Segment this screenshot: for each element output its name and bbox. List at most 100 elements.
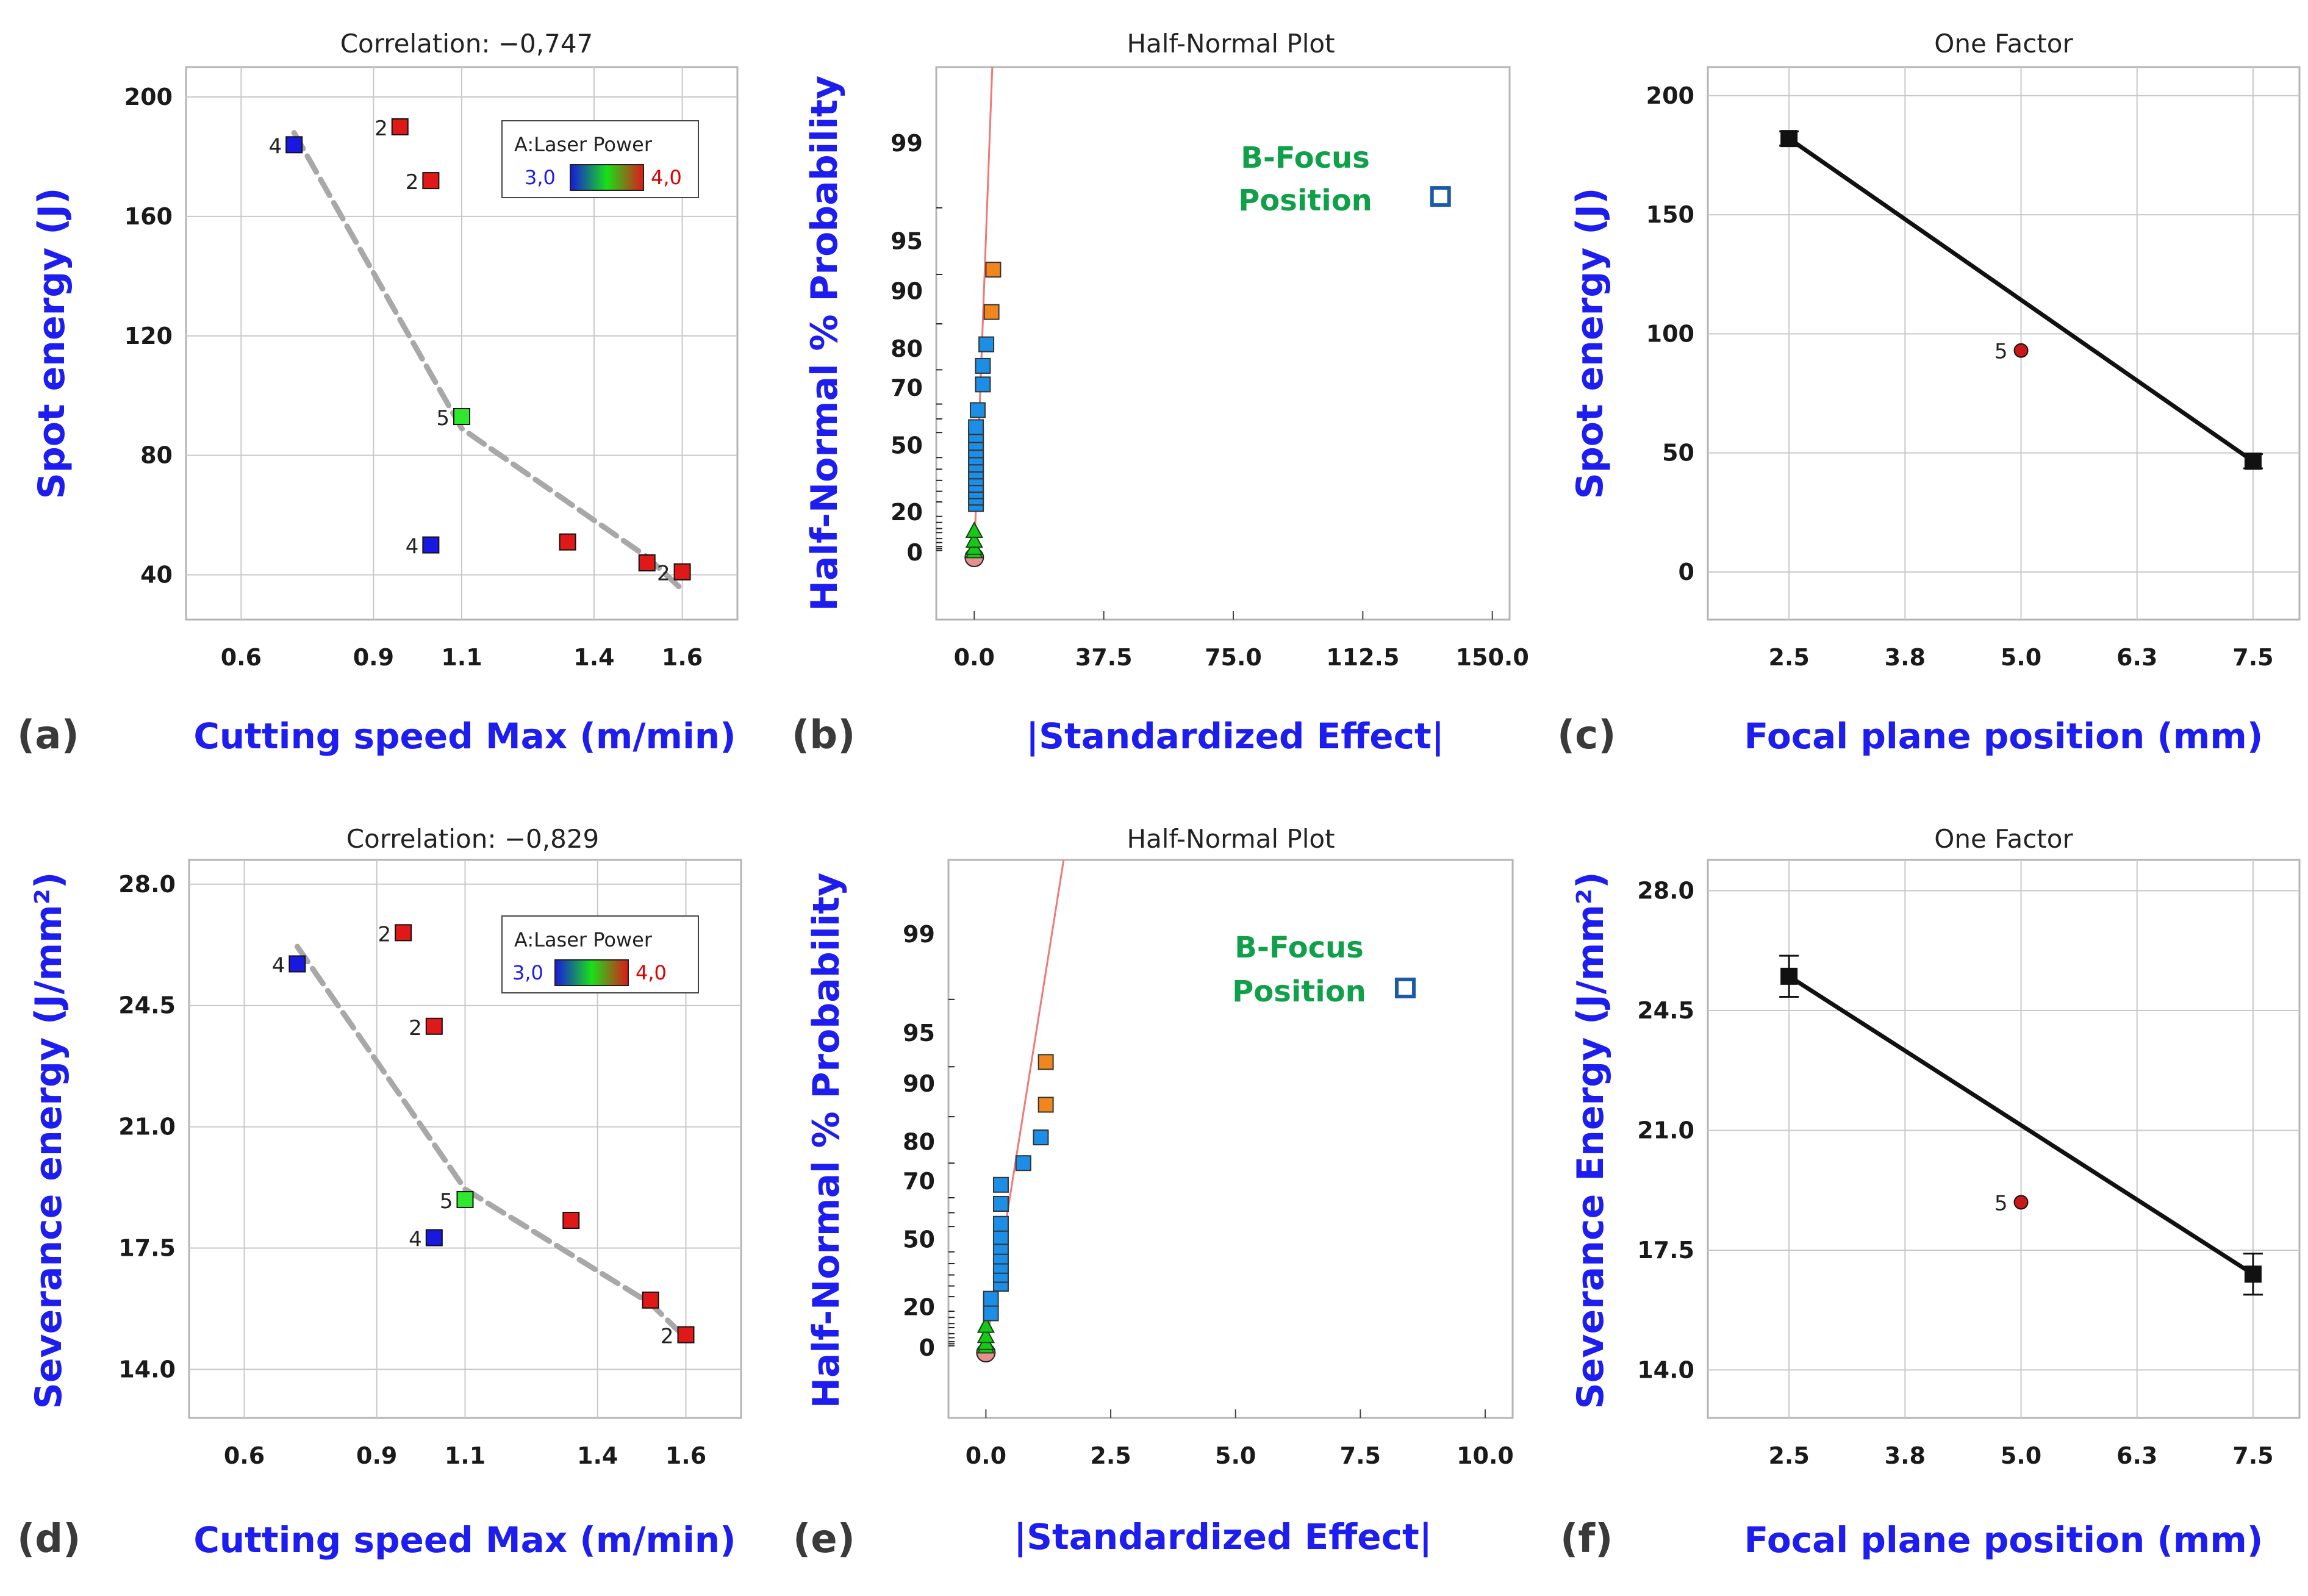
x-tick-label: 5.0 bbox=[1215, 1442, 1256, 1469]
panel-d-legend: A:Laser Power 3,0 4,0 bbox=[501, 915, 699, 993]
x-tick-label: 112.5 bbox=[1326, 644, 1399, 671]
effect-point bbox=[969, 402, 986, 418]
design-point bbox=[2013, 343, 2029, 358]
panel-a-title: Correlation: −0,747 bbox=[340, 29, 593, 59]
x-tick-label: 2.5 bbox=[1090, 1442, 1131, 1469]
y-tick-label: 80 bbox=[140, 442, 173, 469]
x-tick-label: 75.0 bbox=[1205, 644, 1262, 671]
panel-a-label: (a) bbox=[17, 713, 79, 758]
panel-b-y-label: Half-Normal % Probability bbox=[803, 76, 846, 611]
panel-f-label: (f) bbox=[1560, 1517, 1613, 1562]
data-point bbox=[562, 1212, 580, 1229]
panel-b-plot: 0.0 37.5 75.0 112.5 150.0 0 20 50 70 80 90 95 99 bbox=[891, 66, 1529, 671]
effect-point bbox=[985, 262, 1002, 278]
x-tick-label: 7.5 bbox=[2232, 1442, 2273, 1469]
y-tick-label: 20 bbox=[903, 1294, 935, 1320]
error-point bbox=[977, 1326, 995, 1344]
panel-b-label: (b) bbox=[792, 713, 855, 758]
data-point bbox=[288, 955, 306, 973]
panel-d-title: Correlation: −0,829 bbox=[346, 824, 600, 854]
y-tick-label: 21.0 bbox=[118, 1114, 176, 1140]
panel-a-legend: A:Laser Power 3,0 4,0 bbox=[501, 120, 699, 198]
x-tick-label: 6.3 bbox=[2116, 1442, 2157, 1469]
trend-line bbox=[291, 130, 686, 593]
y-tick-label: 40 bbox=[140, 562, 173, 589]
x-tick-label: 1.1 bbox=[445, 1442, 486, 1469]
x-tick-label: 5.0 bbox=[2001, 644, 2041, 671]
y-tick-label: 24.5 bbox=[1637, 997, 1694, 1024]
panel-a: Correlation: −0,747 0.6 0.9 1.1 1.4 1.6 40 80 1… bbox=[17, 29, 739, 758]
data-point bbox=[642, 1291, 659, 1309]
data-point bbox=[425, 1017, 443, 1035]
y-tick-label: 28.0 bbox=[1637, 878, 1694, 904]
x-tick-label: 1.4 bbox=[573, 644, 614, 671]
panel-d-x-label: Cutting speed Max (m/min) bbox=[193, 1519, 736, 1561]
y-tick-label: 200 bbox=[124, 84, 173, 110]
effect-point bbox=[1033, 1129, 1049, 1146]
panel-c: One Factor 2.5 3.8 5.0 6.3 7.50501001502005 … bbox=[1557, 29, 2301, 758]
y-tick-label: 90 bbox=[903, 1070, 935, 1097]
x-tick-label: 10.0 bbox=[1457, 1442, 1514, 1469]
x-tick-label: 3.8 bbox=[1885, 644, 1926, 671]
panel-d-label: (d) bbox=[17, 1517, 81, 1562]
point-count-label: 2 bbox=[409, 1016, 422, 1040]
data-point bbox=[456, 1190, 474, 1208]
point-count-label: 5 bbox=[1994, 340, 2008, 364]
point-count-label: 5 bbox=[440, 1189, 453, 1214]
panel-c-frame bbox=[1707, 66, 2301, 621]
y-tick-label: 20 bbox=[891, 499, 923, 526]
x-tick-label: 2.5 bbox=[1768, 644, 1809, 671]
panel-e-annotation-line-1: B-Focus bbox=[1235, 931, 1364, 965]
x-tick-label: 2.5 bbox=[1768, 1442, 1809, 1469]
effect-point bbox=[983, 1305, 999, 1322]
y-tick-label: 24.5 bbox=[118, 992, 176, 1019]
effect-point bbox=[992, 1176, 1009, 1193]
panel-e-y-label: Half-Normal % Probability bbox=[805, 873, 848, 1408]
effect-point bbox=[992, 1196, 1009, 1212]
y-tick-label: 99 bbox=[903, 921, 935, 948]
panel-b-x-label: |Standardized Effect| bbox=[1026, 715, 1444, 757]
panel-e-plot: 0.0 2.5 5.0 7.5 10.0 0 20 50 70 80 90 95 99 bbox=[903, 859, 1514, 1469]
effect-point-b bbox=[1430, 186, 1451, 207]
panel-a-legend-title: A:Laser Power bbox=[514, 133, 653, 156]
point-count-label: 2 bbox=[375, 116, 388, 141]
fit-line bbox=[1788, 137, 2254, 463]
x-tick-label: 7.5 bbox=[2232, 644, 2273, 671]
panel-d-legend-gradient bbox=[554, 959, 629, 986]
panel-a-x-label: Cutting speed Max (m/min) bbox=[193, 715, 736, 757]
y-tick-label: 50 bbox=[1662, 440, 1694, 467]
x-tick-label: 1.6 bbox=[665, 1442, 706, 1469]
effect-point bbox=[1015, 1155, 1031, 1172]
error-point bbox=[965, 521, 983, 538]
design-point bbox=[2013, 1195, 2029, 1210]
y-tick-label: 200 bbox=[1646, 82, 1694, 109]
effect-point bbox=[975, 357, 991, 374]
x-tick-label: 5.0 bbox=[2001, 1442, 2041, 1469]
panel-e-label: (e) bbox=[793, 1517, 855, 1562]
point-count-label: 2 bbox=[378, 922, 391, 947]
y-tick-label: 100 bbox=[1646, 320, 1694, 347]
trend-line bbox=[294, 943, 689, 1341]
panel-f-x-label: Focal plane position (mm) bbox=[1744, 1519, 2263, 1561]
x-tick-label: 0.9 bbox=[356, 1442, 397, 1469]
data-point bbox=[422, 172, 440, 190]
x-tick-label: 0.6 bbox=[221, 644, 262, 671]
point-count-label: 4 bbox=[409, 1227, 422, 1251]
panel-d: Correlation: −0,829 0.6 0.9 1.1 1.4 1.6 14.0 1… bbox=[17, 824, 742, 1562]
y-tick-label: 17.5 bbox=[1637, 1237, 1694, 1264]
y-tick-label: 14.0 bbox=[118, 1356, 176, 1383]
data-point bbox=[673, 563, 691, 581]
panel-b-frame bbox=[935, 66, 1511, 621]
x-tick-label: 7.5 bbox=[1340, 1442, 1381, 1469]
panel-d-legend-title: A:Laser Power bbox=[514, 928, 653, 951]
point-count-label: 4 bbox=[272, 953, 285, 978]
effect-point bbox=[968, 419, 984, 435]
x-tick-label: 37.5 bbox=[1075, 644, 1133, 671]
point-count-label: 4 bbox=[269, 134, 282, 159]
y-tick-label: 14.0 bbox=[1637, 1356, 1694, 1383]
panel-a-legend-gradient bbox=[570, 164, 644, 191]
y-tick-label: 160 bbox=[124, 203, 173, 230]
data-point bbox=[425, 1229, 443, 1247]
data-point bbox=[638, 554, 656, 571]
